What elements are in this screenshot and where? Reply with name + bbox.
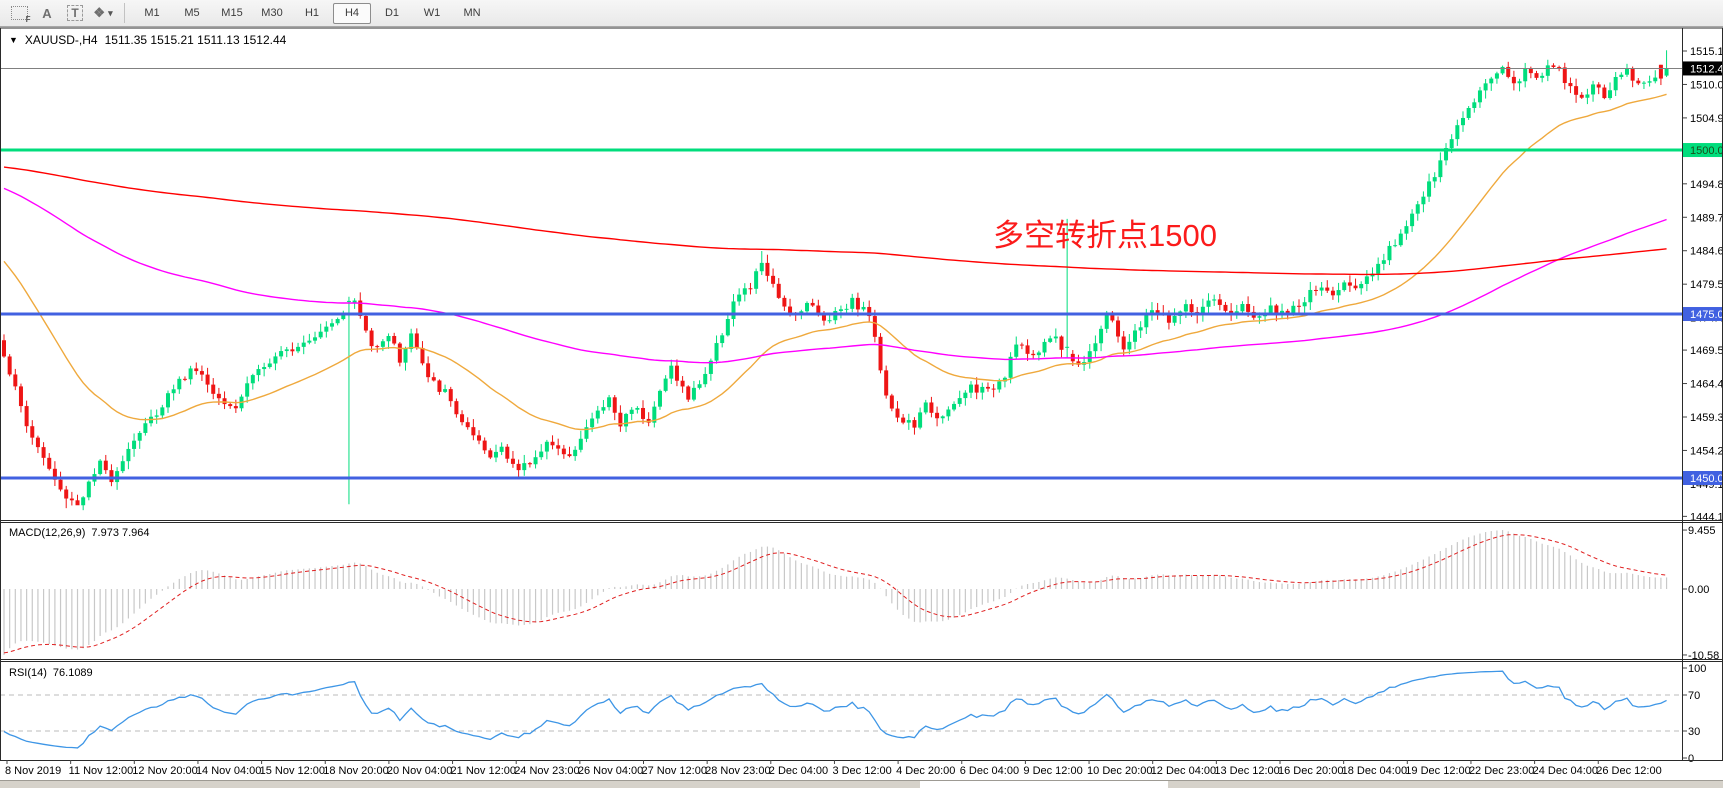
chart-annotation[interactable]: 多空转折点1500 (993, 218, 1217, 253)
timeframe-m30-button[interactable]: M30 (261, 7, 283, 19)
main-toolbar: F A T ❖ ▾ M1 M5 M15 M30 H1 H4 D1 W1 MN (0, 0, 1723, 27)
text-box-icon[interactable]: T (62, 3, 88, 24)
time-axis-label: 22 Dec 23:00 (1469, 765, 1534, 777)
time-axis-label: 13 Dec 12:00 (1214, 765, 1279, 777)
time-axis-label: 3 Dec 12:00 (832, 765, 891, 777)
time-axis-label: 26 Dec 12:00 (1596, 765, 1661, 777)
time-axis-label: 10 Dec 20:00 (1087, 765, 1152, 777)
svg-text:1504.90: 1504.90 (1690, 113, 1723, 125)
svg-text:1494.85: 1494.85 (1690, 179, 1723, 191)
arrow-tools-icon[interactable]: ❖ ▾ (93, 5, 113, 20)
scrollbar-thumb[interactable] (920, 781, 1168, 788)
svg-text:70: 70 (1688, 690, 1700, 702)
time-axis-label: 15 Nov 12:00 (260, 765, 325, 777)
time-axis-label: 18 Dec 04:00 (1342, 765, 1407, 777)
time-axis-label: 16 Dec 20:00 (1278, 765, 1343, 777)
svg-text:100: 100 (1688, 663, 1706, 675)
time-axis-label: 24 Dec 04:00 (1533, 765, 1598, 777)
time-axis-label: 6 Dec 04:00 (960, 765, 1019, 777)
time-axis-label: 28 Nov 23:00 (705, 765, 770, 777)
svg-text:30: 30 (1688, 726, 1700, 738)
svg-text:1512.44: 1512.44 (1690, 63, 1723, 75)
svg-text:1444.15: 1444.15 (1690, 511, 1723, 523)
macd-indicator-label: MACD(12,26,9) 7.973 7.964 (9, 527, 150, 539)
svg-text:1515.10: 1515.10 (1690, 46, 1723, 58)
time-axis-label: 26 Nov 04:00 (578, 765, 643, 777)
time-axis-label: 14 Nov 04:00 (196, 765, 261, 777)
svg-text:1464.40: 1464.40 (1690, 379, 1723, 391)
time-axis-label: 20 Nov 04:00 (387, 765, 452, 777)
svg-text:1469.50: 1469.50 (1690, 345, 1723, 357)
svg-text:1479.55: 1479.55 (1690, 279, 1723, 291)
time-axis-label: 19 Dec 12:00 (1405, 765, 1470, 777)
timeframe-w1-button[interactable]: W1 (423, 7, 441, 19)
timeframe-h1-button[interactable]: H1 (304, 7, 320, 19)
timeframe-h4-button[interactable]: H4 (333, 2, 371, 24)
toolbar-separator (124, 3, 125, 23)
time-axis-label: 12 Dec 04:00 (1151, 765, 1216, 777)
horizontal-scrollbar[interactable] (0, 780, 1723, 788)
chart-canvas[interactable]: 1515.10 1510.00 1504.90 1494.85 1489.75 1484.… (0, 27, 1723, 780)
time-axis-label: 4 Dec 20:00 (896, 765, 955, 777)
rsi-indicator-label: RSI(14) 76.1089 (9, 667, 93, 679)
svg-text:1475.00: 1475.00 (1690, 309, 1723, 321)
svg-text:1500.00: 1500.00 (1690, 145, 1723, 157)
time-axis-label: 8 Nov 2019 (5, 765, 61, 777)
rsi-value: 76.1089 (52, 667, 93, 679)
timeframe-m15-button[interactable]: M15 (221, 7, 243, 19)
timeframe-d1-button[interactable]: D1 (384, 7, 400, 19)
time-axis-label: 21 Nov 12:00 (451, 765, 516, 777)
time-axis-label: 2 Dec 04:00 (769, 765, 828, 777)
svg-text:0: 0 (1688, 753, 1694, 765)
svg-text:9.455: 9.455 (1688, 525, 1716, 537)
svg-text:-10.58: -10.58 (1688, 650, 1719, 662)
time-axis-label: 12 Nov 20:00 (132, 765, 197, 777)
time-axis-label: 27 Nov 12:00 (642, 765, 707, 777)
macd-values: 7.973 7.964 (91, 527, 150, 539)
svg-text:1454.20: 1454.20 (1690, 445, 1723, 457)
timeframe-m1-button[interactable]: M1 (144, 7, 160, 19)
svg-text:1459.30: 1459.30 (1690, 412, 1723, 424)
period-grid-icon[interactable]: F (6, 3, 32, 24)
chart-window[interactable]: ▼ XAUUSD-,H4 1511.35 1515.21 1511.13 151… (0, 27, 1723, 788)
svg-text:0.00: 0.00 (1688, 584, 1709, 596)
text-label-icon[interactable]: A (42, 5, 52, 21)
ohlc-values: 1511.35 1515.21 1511.13 1512.44 (104, 33, 287, 47)
svg-text:1450.00: 1450.00 (1690, 473, 1723, 485)
timeframe-mn-button[interactable]: MN (463, 7, 481, 19)
timeframe-m5-button[interactable]: M5 (184, 7, 200, 19)
time-axis-label: 24 Nov 23:00 (514, 765, 579, 777)
svg-text:1510.00: 1510.00 (1690, 79, 1723, 91)
rsi-name: RSI(14) (9, 667, 47, 679)
symbol-period-label: XAUUSD-,H4 (24, 33, 98, 47)
macd-name: MACD(12,26,9) (9, 527, 86, 539)
time-axis-label: 11 Nov 12:00 (69, 765, 134, 777)
time-axis-label: 18 Nov 20:00 (323, 765, 388, 777)
chart-header: ▼ XAUUSD-,H4 1511.35 1515.21 1511.13 151… (9, 33, 286, 47)
collapse-arrow-icon[interactable]: ▼ (9, 35, 18, 45)
time-axis-label: 9 Dec 12:00 (1023, 765, 1082, 777)
svg-text:1489.75: 1489.75 (1690, 212, 1723, 224)
svg-text:1484.65: 1484.65 (1690, 246, 1723, 258)
